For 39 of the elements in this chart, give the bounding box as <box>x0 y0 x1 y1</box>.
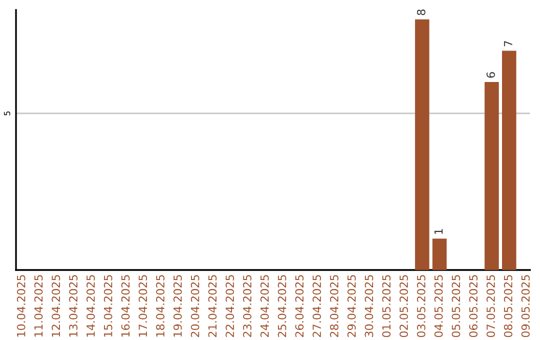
bar <box>432 238 447 270</box>
x-tick-label: 05.05.2025 <box>452 275 460 338</box>
x-tick-label: 20.04.2025 <box>190 275 200 337</box>
x-tick-label: 26.04.2025 <box>295 275 304 337</box>
x-tick-label: 27.04.2025 <box>312 275 322 337</box>
y-tick-label: 5 <box>4 111 10 116</box>
x-tick-label: 12.04.2025 <box>52 275 60 337</box>
x-tick-label: 06.05.2025 <box>469 275 478 338</box>
x-tick-label: 04.05.2025 <box>434 275 443 338</box>
x-tick-label: 18.04.2025 <box>156 275 164 337</box>
x-tick-label: 01.05.2025 <box>382 275 391 338</box>
bar <box>484 82 499 270</box>
x-tick-label: 22.04.2025 <box>226 275 234 337</box>
bar <box>502 50 516 270</box>
x-tick-label: 16.04.2025 <box>121 275 130 337</box>
x-tick-label: 14.04.2025 <box>86 275 95 337</box>
x-tick-label: 19.04.2025 <box>173 275 182 337</box>
x-tick-label: 10.04.2025 <box>16 275 26 337</box>
x-tick-label: 02.05.2025 <box>400 275 408 338</box>
data-label: 7 <box>504 41 512 46</box>
x-tick-label: 23.04.2025 <box>243 275 252 337</box>
bar <box>415 19 430 270</box>
data-label: 1 <box>434 229 443 234</box>
x-tick-label: 24.04.2025 <box>260 275 269 337</box>
data-label: 6 <box>486 72 495 78</box>
x-tick-label: 21.04.2025 <box>208 275 217 337</box>
x-tick-label: 29.04.2025 <box>347 275 356 337</box>
x-tick-label: 13.04.2025 <box>69 275 78 337</box>
x-tick-label: 08.05.2025 <box>504 275 512 338</box>
x-tick-label: 15.04.2025 <box>104 275 112 337</box>
x-tick-label: 30.04.2025 <box>364 275 374 337</box>
x-tick-label: 07.05.2025 <box>486 275 495 338</box>
x-tick-label: 25.04.2025 <box>278 275 286 337</box>
x-tick-label: 17.04.2025 <box>138 275 148 337</box>
x-tick-label: 03.05.2025 <box>416 275 426 338</box>
x-tick-label: 09.05.2025 <box>521 275 530 338</box>
x-tick-label: 28.04.2025 <box>330 275 338 337</box>
data-label: 8 <box>416 10 426 16</box>
x-tick-label: 11.04.2025 <box>34 275 43 337</box>
